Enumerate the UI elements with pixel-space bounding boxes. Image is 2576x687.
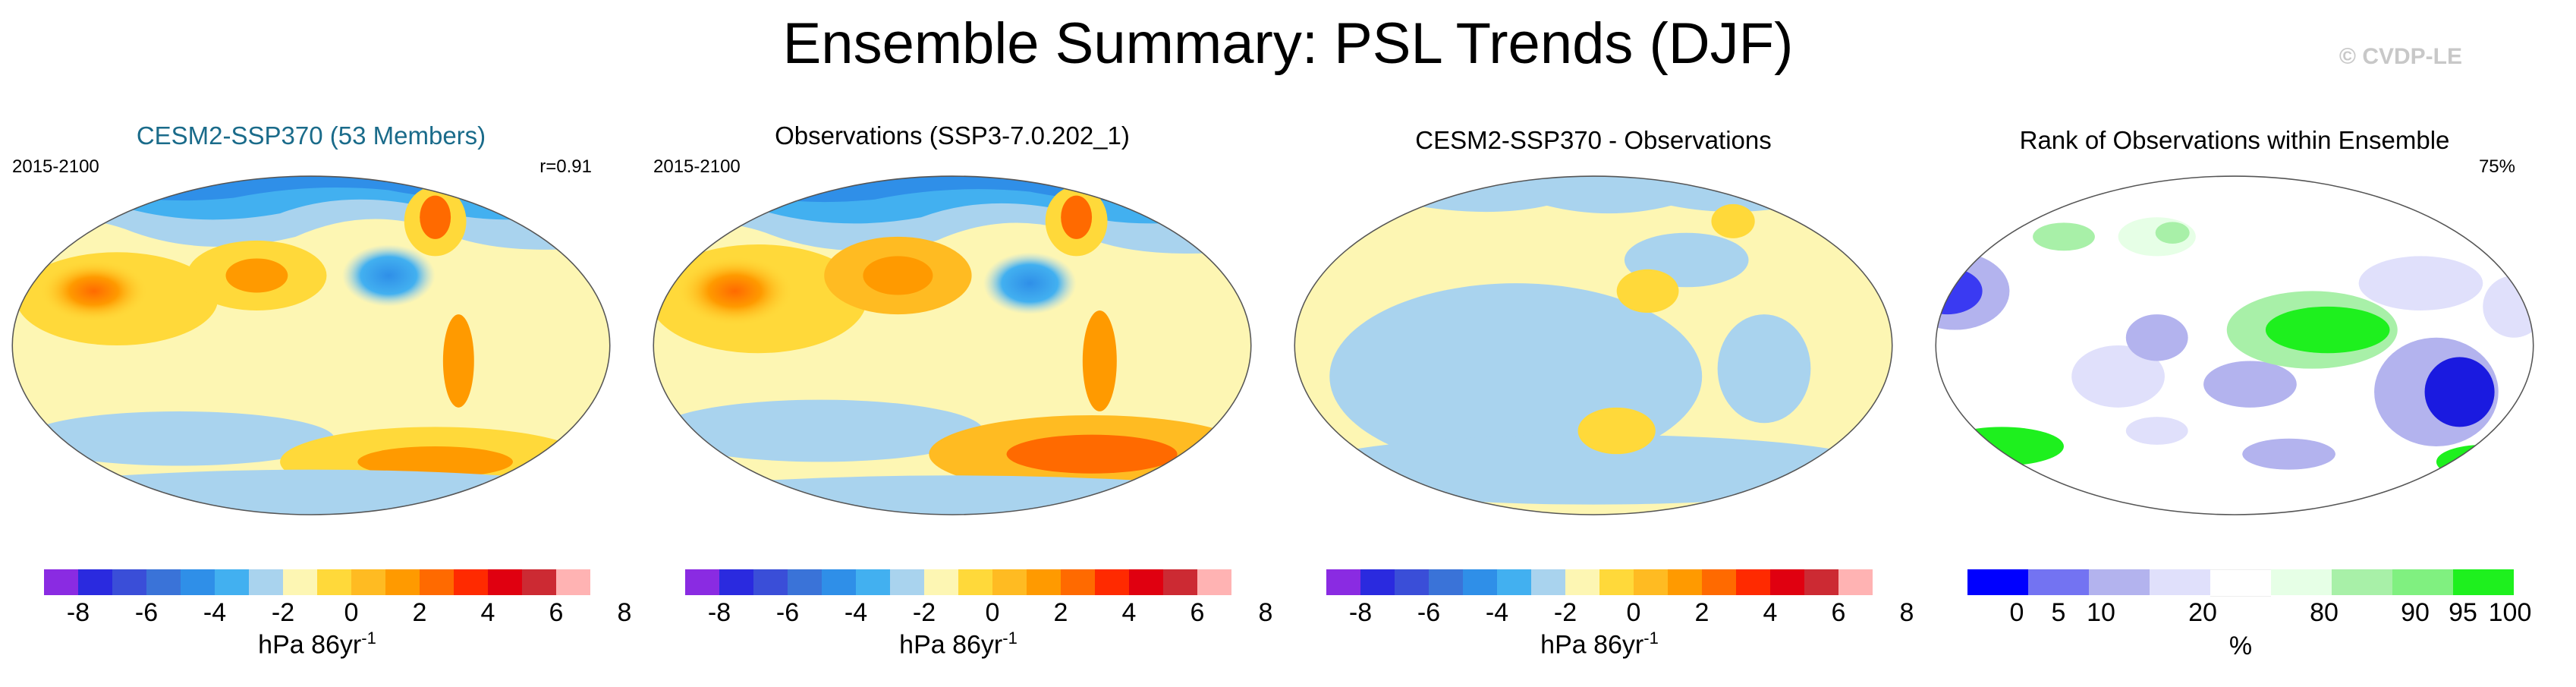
tick-label: 0 — [344, 598, 359, 627]
colorbar-ticks: -8 -6 -4 -2 0 2 4 6 8 — [685, 598, 1273, 629]
main-title: Ensemble Summary: PSL Trends (DJF) — [782, 11, 1794, 76]
period-label: 2015-2100 — [12, 156, 99, 177]
panel-title: Observations (SSP3-7.0.202_1) — [775, 121, 1130, 150]
panel-ensemble-mean: CESM2-SSP370 (53 Members) 2015-2100 r=0.… — [0, 121, 632, 687]
colorbar-ticks: -8 -6 -4 -2 0 2 4 6 8 — [44, 598, 632, 629]
tick-label: 4 — [1121, 598, 1137, 627]
tick-label: 2 — [1694, 598, 1709, 627]
tick-label: -2 — [1553, 598, 1577, 627]
colorbar — [1326, 569, 1873, 595]
panel-difference: CESM2-SSP370 - Observations -8 -6 -4 -2 … — [1282, 121, 1914, 687]
tick-label: -4 — [844, 598, 868, 627]
trend-map — [653, 175, 1252, 515]
trend-map — [11, 175, 611, 515]
tick-label: 2 — [1053, 598, 1068, 627]
colorbar-unit: hPa 86yr-1 — [258, 629, 376, 660]
rank-percent-label: 75% — [2478, 156, 2515, 177]
watermark: © CVDP-LE — [2339, 44, 2462, 69]
colorbar-ticks: -8 -6 -4 -2 0 2 4 6 8 — [1326, 598, 1914, 629]
panel-rank: Rank of Observations within Ensemble 75% — [1923, 121, 2546, 687]
tick-label: 10 — [2087, 598, 2115, 627]
correlation-label: r=0.91 — [539, 156, 592, 177]
colorbar-ticks: 0 5 10 20 80 90 95 100 — [1967, 598, 2532, 629]
tick-label: -4 — [1485, 598, 1509, 627]
tick-label: 100 — [2488, 598, 2532, 627]
colorbar — [1967, 569, 2514, 597]
tick-label: 95 — [2449, 598, 2477, 627]
tick-label: 0 — [985, 598, 1000, 627]
tick-label: -2 — [271, 598, 295, 627]
colorbar — [685, 569, 1231, 595]
colorbar — [44, 569, 590, 595]
tick-label: 90 — [2401, 598, 2430, 627]
panel-title: CESM2-SSP370 (53 Members) — [136, 121, 486, 150]
tick-label: -2 — [912, 598, 936, 627]
tick-label: 8 — [1899, 598, 1914, 627]
tick-label: 2 — [412, 598, 427, 627]
tick-label: -8 — [66, 598, 90, 627]
tick-label: 8 — [1258, 598, 1273, 627]
tick-label: -8 — [707, 598, 731, 627]
panel-observations: Observations (SSP3-7.0.202_1) 2015-2100 — [641, 121, 1273, 687]
tick-label: 80 — [2310, 598, 2339, 627]
tick-label: -8 — [1348, 598, 1373, 627]
colorbar-unit: hPa 86yr-1 — [899, 629, 1018, 660]
tick-label: -6 — [775, 598, 800, 627]
tick-label: 4 — [480, 598, 495, 627]
colorbar-unit: hPa 86yr-1 — [1540, 629, 1659, 660]
colorbar-unit: % — [2228, 632, 2253, 660]
tick-label: 8 — [617, 598, 632, 627]
tick-label: 6 — [1831, 598, 1846, 627]
rank-map — [1935, 175, 2534, 515]
panel-title: Rank of Observations within Ensemble — [2019, 126, 2450, 154]
tick-label: -6 — [1417, 598, 1441, 627]
difference-map — [1294, 175, 1893, 515]
tick-label: 5 — [2051, 598, 2066, 627]
tick-label: 20 — [2188, 598, 2217, 627]
tick-label: 4 — [1763, 598, 1778, 627]
panel-title: CESM2-SSP370 - Observations — [1415, 126, 1772, 154]
tick-label: 0 — [1626, 598, 1641, 627]
tick-label: 6 — [549, 598, 564, 627]
tick-label: -4 — [203, 598, 227, 627]
tick-label: -6 — [134, 598, 159, 627]
period-label: 2015-2100 — [653, 156, 741, 177]
tick-label: 0 — [2009, 598, 2024, 627]
tick-label: 6 — [1190, 598, 1205, 627]
